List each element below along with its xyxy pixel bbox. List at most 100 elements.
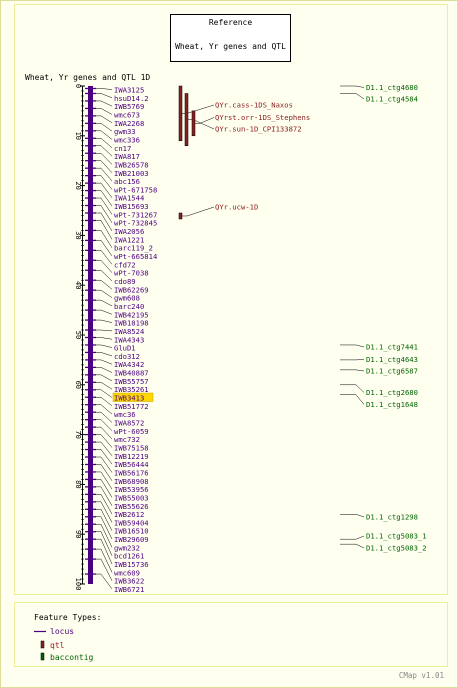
locus-label[interactable]: IWB3622 bbox=[114, 577, 144, 586]
qtl-label[interactable]: QYr.ucw-1D bbox=[215, 203, 258, 212]
locus-label[interactable]: cfd72 bbox=[114, 260, 136, 269]
chromosome-body[interactable] bbox=[88, 86, 93, 584]
locus-label[interactable]: barc240 bbox=[114, 302, 144, 311]
locus-label[interactable]: IWB15736 bbox=[114, 560, 149, 569]
qtl-bar[interactable] bbox=[184, 93, 189, 147]
contig-label[interactable]: D1.1_ctg4680 bbox=[366, 83, 418, 92]
locus-label[interactable]: barc119_2 bbox=[114, 244, 153, 253]
locus-connector bbox=[96, 479, 113, 498]
locus-label[interactable]: wPt-732845 bbox=[114, 219, 157, 228]
locus-label[interactable]: GluD1 bbox=[114, 344, 136, 353]
locus-label[interactable]: IWB21003 bbox=[114, 169, 149, 178]
locus-label[interactable]: IWA1221 bbox=[114, 235, 144, 244]
locus-label[interactable]: IWA817 bbox=[114, 152, 140, 161]
locus-label[interactable]: IWA2268 bbox=[114, 119, 144, 128]
locus-label[interactable]: IWB59404 bbox=[114, 518, 149, 527]
locus-label[interactable]: IWB6721 bbox=[114, 585, 144, 594]
locus-label[interactable]: gwm33 bbox=[114, 127, 136, 136]
locus-label[interactable]: IWB16510 bbox=[114, 527, 149, 536]
locus-label[interactable]: wmc609 bbox=[114, 568, 140, 577]
locus-label[interactable]: cn17 bbox=[114, 144, 131, 153]
locus-label[interactable]: cdo312 bbox=[114, 352, 140, 361]
locus-label[interactable]: IWB12219 bbox=[114, 452, 149, 461]
locus-label[interactable]: IWB35261 bbox=[114, 385, 149, 394]
scale-tick-label: 70 bbox=[74, 430, 82, 438]
locus-label[interactable]: wPt-671758 bbox=[114, 185, 157, 194]
locus-label[interactable]: IWB75158 bbox=[114, 443, 149, 452]
locus-connector bbox=[96, 299, 113, 307]
locus-label[interactable]: IWB68908 bbox=[114, 477, 149, 486]
locus-label[interactable]: gwm232 bbox=[114, 543, 140, 552]
locus-label[interactable]: wmc673 bbox=[114, 110, 140, 119]
reference-map-name[interactable]: Wheat, Yr genes and QTL bbox=[175, 42, 286, 51]
map-title[interactable]: Wheat, Yr genes and QTL 1D bbox=[25, 73, 150, 82]
locus-label[interactable]: IWA4343 bbox=[114, 335, 144, 344]
locus-label[interactable]: IWB5769 bbox=[114, 102, 144, 111]
locus-label[interactable]: IWB26578 bbox=[114, 160, 149, 169]
locus-connector bbox=[96, 182, 113, 198]
qtl-label[interactable]: QYr.sun-1D_CPI133872 bbox=[215, 125, 302, 134]
qtl-label[interactable]: QYr.cass-1DS_Naxos bbox=[215, 101, 293, 110]
locus-connector bbox=[96, 509, 113, 531]
locus-label[interactable]: IWB55757 bbox=[114, 377, 149, 386]
locus-connector bbox=[96, 108, 113, 115]
locus-label[interactable]: wmc36 bbox=[114, 410, 136, 419]
locus-connector bbox=[96, 123, 113, 132]
locus-label[interactable]: IWB55003 bbox=[114, 493, 149, 502]
locus-label[interactable]: IWB51772 bbox=[114, 402, 149, 411]
locus-label[interactable]: IWB53956 bbox=[114, 485, 149, 494]
contig-label[interactable]: D1.1_ctg5083_1 bbox=[366, 532, 427, 541]
locus-connector bbox=[96, 501, 113, 523]
legend-contig-label: baccontig bbox=[50, 653, 94, 662]
locus-connector bbox=[96, 494, 113, 515]
locus-label[interactable]: IWB56176 bbox=[114, 468, 149, 477]
locus-label[interactable]: IWB3413 bbox=[114, 394, 144, 403]
locus-label[interactable]: wmc336 bbox=[114, 135, 140, 144]
locus-label[interactable]: IWA8524 bbox=[114, 327, 144, 336]
qtl-bar[interactable] bbox=[178, 212, 183, 220]
locus-label[interactable]: IWB42195 bbox=[114, 310, 149, 319]
locus-label[interactable]: cdo89 bbox=[114, 277, 136, 286]
contig-connector bbox=[340, 93, 365, 100]
locus-label[interactable]: gwm608 bbox=[114, 294, 140, 303]
contig-label[interactable]: D1.1_ctg2680 bbox=[366, 388, 418, 397]
locus-label[interactable]: IWB55626 bbox=[114, 502, 149, 511]
locus-label[interactable]: IWB15693 bbox=[114, 202, 149, 211]
contig-label[interactable]: D1.1_ctg4584 bbox=[366, 95, 418, 104]
locus-label[interactable]: bcd1261 bbox=[114, 552, 144, 561]
locus-label[interactable]: IWB2612 bbox=[114, 510, 144, 519]
locus-label[interactable]: IWB18198 bbox=[114, 319, 149, 328]
contig-label[interactable]: D1.1_ctg1298 bbox=[366, 513, 418, 522]
locus-connector bbox=[96, 573, 113, 590]
locus-label[interactable]: IWB40887 bbox=[114, 369, 149, 378]
contig-label[interactable]: D1.1_ctg5083_2 bbox=[366, 544, 427, 553]
locus-label[interactable]: IWA8572 bbox=[114, 419, 144, 428]
locus-connector bbox=[96, 471, 113, 490]
locus-label[interactable]: IWA4342 bbox=[114, 360, 144, 369]
locus-label[interactable]: wPt-731267 bbox=[114, 210, 157, 219]
qtl-bar[interactable] bbox=[191, 110, 196, 137]
contig-connector bbox=[340, 394, 365, 405]
locus-label[interactable]: wPt-7038 bbox=[114, 269, 149, 278]
locus-label[interactable]: wmc732 bbox=[114, 435, 140, 444]
locus-label[interactable]: IWB29609 bbox=[114, 535, 149, 544]
locus-label[interactable]: IWB62269 bbox=[114, 285, 149, 294]
locus-label[interactable]: IWA1544 bbox=[114, 194, 144, 203]
contig-label[interactable]: D1.1_ctg1648 bbox=[366, 400, 418, 409]
contig-label[interactable]: D1.1_ctg6587 bbox=[366, 367, 418, 376]
locus-label[interactable]: abc156 bbox=[114, 177, 140, 186]
chromosome-bar[interactable] bbox=[88, 86, 93, 584]
qtl-label[interactable]: QYrst.orr-1DS_Stephens bbox=[215, 113, 310, 122]
contig-group: D1.1_ctg4680 D1.1_ctg4584 D1.1_ctg7441 D1.1… bbox=[340, 83, 427, 553]
locus-label[interactable]: IWA3125 bbox=[114, 86, 144, 95]
locus-label[interactable]: hsuD14.2 bbox=[114, 94, 149, 103]
locus-label[interactable]: wPt-6059 bbox=[114, 427, 149, 436]
locus-label[interactable]: IWA2056 bbox=[114, 227, 144, 236]
qtl-bar[interactable] bbox=[178, 85, 183, 142]
contig-label[interactable]: D1.1_ctg7441 bbox=[366, 343, 418, 352]
locus-connector bbox=[96, 397, 113, 407]
contig-label[interactable]: D1.1_ctg4643 bbox=[366, 355, 418, 364]
locus-label[interactable]: IWB56444 bbox=[114, 460, 149, 469]
locus-label[interactable]: wPt-665814 bbox=[114, 252, 157, 261]
locus-connector bbox=[96, 138, 113, 148]
